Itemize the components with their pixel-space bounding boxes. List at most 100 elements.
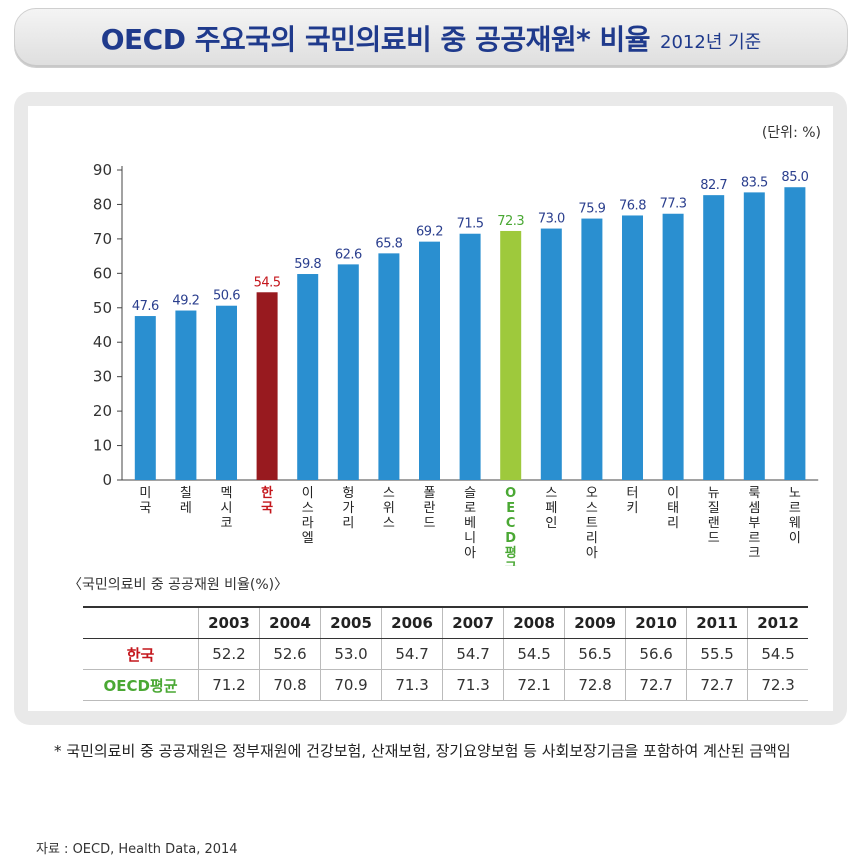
bar bbox=[134, 316, 156, 480]
data-table: 2003 2004 2005 2006 2007 2008 2009 2010 2011 2012… bbox=[83, 606, 808, 701]
bar-value-label: 72.3 bbox=[497, 214, 524, 229]
year-header: 2006 bbox=[381, 606, 443, 639]
year-header: 2007 bbox=[442, 606, 504, 639]
table-corner bbox=[83, 606, 199, 639]
bar bbox=[378, 253, 400, 480]
bar-value-label: 82.7 bbox=[700, 178, 727, 193]
table-cell: 55.5 bbox=[686, 638, 748, 670]
table-cell: 56.5 bbox=[564, 638, 626, 670]
year-header: 2009 bbox=[564, 606, 626, 639]
bar bbox=[784, 187, 806, 480]
year-header: 2008 bbox=[503, 606, 565, 639]
table-cell: 72.3 bbox=[747, 669, 808, 701]
y-tick-label: 0 bbox=[102, 471, 112, 489]
footnote: * 국민의료비 중 공공재원은 정부재원에 건강보험, 산재보험, 장기요양보험… bbox=[36, 740, 836, 763]
bar-value-label: 59.8 bbox=[294, 257, 321, 272]
table-cell: 71.3 bbox=[442, 669, 504, 701]
table-cell: 71.3 bbox=[381, 669, 443, 701]
bar-value-label: 71.5 bbox=[457, 217, 484, 232]
source-note: 자료 : OECD, Health Data, 2014 bbox=[36, 842, 238, 857]
unit-label: (단위: %) bbox=[761, 125, 821, 141]
bar-value-label: 69.2 bbox=[416, 225, 443, 240]
table-cell: 54.5 bbox=[747, 638, 808, 670]
year-header: 2005 bbox=[320, 606, 382, 639]
bar-value-label: 77.3 bbox=[660, 197, 687, 212]
page-title: OECD 주요국의 국민의료비 중 공공재원* 비율 bbox=[100, 23, 651, 56]
bar-value-label: 50.6 bbox=[213, 289, 240, 304]
table-row: OECD평균 71.2 70.8 70.9 71.3 71.3 72.1 72.8 72.7 72… bbox=[83, 669, 808, 701]
bar bbox=[622, 215, 643, 480]
y-tick-label: 70 bbox=[93, 230, 112, 248]
y-tick-label: 60 bbox=[93, 264, 112, 282]
bar bbox=[297, 274, 319, 480]
table-cell: 72.7 bbox=[625, 669, 687, 701]
bar-value-label: 73.0 bbox=[538, 212, 565, 227]
y-tick-label: 30 bbox=[93, 368, 112, 386]
year-header: 2004 bbox=[259, 606, 321, 639]
table-body: 한국 52.2 52.6 53.0 54.7 54.7 54.5 56.5 56.6 55.5 54… bbox=[83, 638, 808, 701]
table-cell: 53.0 bbox=[320, 638, 382, 670]
table-header-row: 2003 2004 2005 2006 2007 2008 2009 2010 2011 2012 bbox=[83, 606, 808, 639]
bar-value-label: 62.6 bbox=[335, 247, 362, 262]
y-tick-label: 90 bbox=[93, 161, 112, 179]
bar bbox=[743, 192, 765, 480]
bar-value-label: 47.6 bbox=[132, 299, 159, 314]
table-cell: 72.1 bbox=[503, 669, 565, 701]
bar-value-label: 76.8 bbox=[619, 198, 646, 213]
table-cell: 52.6 bbox=[259, 638, 321, 670]
table-cell: 52.2 bbox=[197, 638, 260, 670]
year-header: 2012 bbox=[747, 606, 808, 639]
bar bbox=[662, 213, 684, 480]
year-header: 2003 bbox=[197, 606, 260, 639]
table-caption: 〈국민의료비 중 공공재원 비율(%)〉 bbox=[68, 577, 289, 593]
bar bbox=[175, 310, 197, 480]
footnote-text: * 국민의료비 중 공공재원은 정부재원에 건강보험, 산재보험, 장기요양보험… bbox=[54, 742, 791, 760]
y-tick-label: 50 bbox=[93, 299, 112, 317]
table-cell: 54.7 bbox=[381, 638, 443, 670]
table-cell: 72.8 bbox=[564, 669, 626, 701]
bar-value-label: 85.0 bbox=[781, 170, 808, 185]
bar bbox=[216, 305, 237, 480]
table-cell: 54.7 bbox=[442, 638, 504, 670]
bar-value-label: 54.5 bbox=[254, 275, 281, 290]
y-tick-label: 40 bbox=[93, 333, 112, 351]
table-cell: 70.8 bbox=[259, 669, 321, 701]
table-row: 한국 52.2 52.6 53.0 54.7 54.7 54.5 56.5 56.6 55.5 54… bbox=[83, 638, 808, 670]
table-cell: 54.5 bbox=[503, 638, 565, 670]
row-label: 한국 bbox=[83, 638, 199, 670]
bar bbox=[337, 264, 359, 480]
y-tick-label: 20 bbox=[93, 402, 112, 420]
bar bbox=[256, 292, 278, 480]
y-tick-label: 80 bbox=[93, 195, 112, 213]
y-tick-label: 10 bbox=[93, 437, 112, 455]
year-header: 2011 bbox=[686, 606, 748, 639]
bar-value-label: 83.5 bbox=[741, 175, 768, 190]
bar-value-label: 49.2 bbox=[172, 294, 199, 309]
x-tick-label: OECD평균 bbox=[505, 486, 517, 566]
title-banner: OECD 주요국의 국민의료비 중 공공재원* 비율 2012년 기준 bbox=[14, 8, 848, 68]
year-header: 2010 bbox=[625, 606, 687, 639]
table-cell: 71.2 bbox=[197, 669, 260, 701]
bar bbox=[419, 241, 440, 480]
table-cell: 72.7 bbox=[686, 669, 748, 701]
bar bbox=[459, 233, 481, 480]
chart-panel-inner: (단위: %) 0 10 20 30 40 50 60 70 80 90 47.6 미 국 49.2 칠 레 5… bbox=[28, 106, 833, 711]
table-cell: 56.6 bbox=[625, 638, 687, 670]
bar bbox=[703, 195, 725, 480]
